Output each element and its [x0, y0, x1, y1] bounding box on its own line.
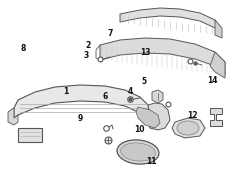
Polygon shape	[14, 85, 150, 128]
Polygon shape	[172, 118, 205, 138]
Text: 14: 14	[207, 76, 218, 85]
Polygon shape	[136, 107, 160, 128]
Polygon shape	[18, 128, 42, 142]
Ellipse shape	[117, 140, 159, 164]
Polygon shape	[152, 90, 163, 103]
Polygon shape	[100, 38, 225, 75]
Text: 11: 11	[146, 157, 157, 166]
Text: 12: 12	[187, 111, 198, 120]
Text: 7: 7	[107, 29, 112, 38]
Polygon shape	[8, 108, 18, 125]
Text: 3: 3	[84, 51, 89, 60]
Ellipse shape	[177, 121, 199, 135]
Ellipse shape	[121, 143, 155, 161]
Text: 13: 13	[140, 48, 151, 57]
Text: 2: 2	[85, 41, 91, 50]
Polygon shape	[210, 52, 225, 78]
Polygon shape	[215, 20, 222, 38]
Text: 1: 1	[63, 87, 69, 96]
Text: 5: 5	[141, 77, 147, 86]
Polygon shape	[210, 108, 222, 126]
Text: 8: 8	[20, 44, 26, 53]
Text: 10: 10	[134, 125, 144, 134]
Text: 4: 4	[128, 87, 133, 96]
Polygon shape	[120, 8, 220, 35]
Text: 9: 9	[78, 114, 83, 123]
Polygon shape	[148, 103, 170, 130]
Text: 6: 6	[102, 92, 108, 101]
